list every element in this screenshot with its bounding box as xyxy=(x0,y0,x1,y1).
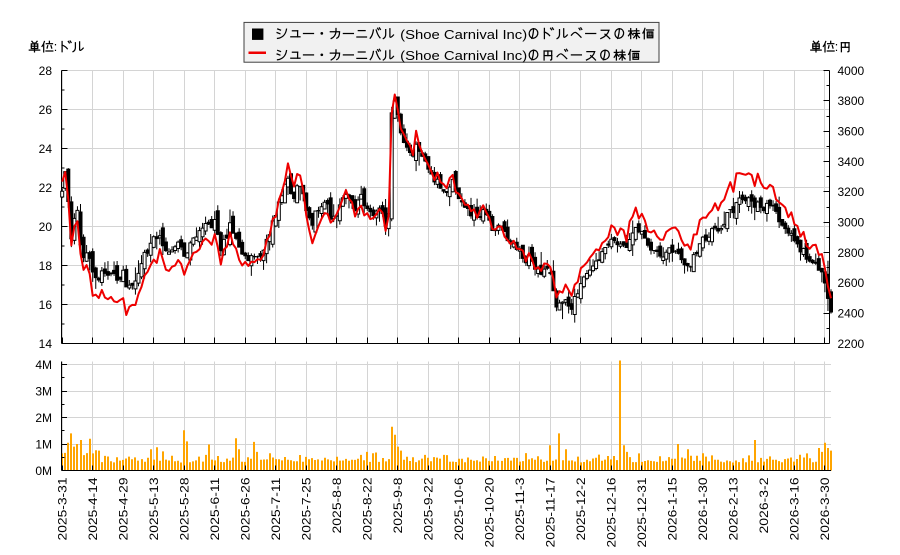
svg-text:2025-4-29: 2025-4-29 xyxy=(117,477,131,540)
svg-text:2200: 2200 xyxy=(838,337,865,351)
svg-text:3600: 3600 xyxy=(838,124,865,138)
svg-text:2M: 2M xyxy=(35,411,52,425)
svg-text:2025-10-6: 2025-10-6 xyxy=(452,477,466,540)
svg-text:2025-12-2: 2025-12-2 xyxy=(574,477,588,540)
svg-text:2025-8-22: 2025-8-22 xyxy=(361,477,375,540)
svg-text:16: 16 xyxy=(39,298,53,312)
svg-text:4M: 4M xyxy=(35,358,52,372)
svg-text:4000: 4000 xyxy=(838,64,865,78)
svg-text:24: 24 xyxy=(39,142,53,156)
svg-text:2025-12-31: 2025-12-31 xyxy=(635,477,649,547)
svg-text:2025-6-26: 2025-6-26 xyxy=(239,477,253,540)
svg-text:2025-7-11: 2025-7-11 xyxy=(269,477,283,540)
svg-text:3800: 3800 xyxy=(838,94,865,108)
svg-text:2800: 2800 xyxy=(838,246,865,260)
svg-text:2025-12-16: 2025-12-16 xyxy=(605,477,619,547)
svg-text:2026-3-16: 2026-3-16 xyxy=(788,477,802,540)
svg-text:2025-10-20: 2025-10-20 xyxy=(483,477,497,547)
svg-text:2026-3-2: 2026-3-2 xyxy=(757,477,771,533)
svg-text:(Shoe Carnival Inc): (Shoe Carnival Inc) xyxy=(400,48,527,63)
svg-text::: : xyxy=(54,40,57,54)
svg-text:3400: 3400 xyxy=(838,155,865,169)
svg-text:2025-7-25: 2025-7-25 xyxy=(300,477,314,540)
svg-text:28: 28 xyxy=(39,64,53,78)
svg-text:22: 22 xyxy=(39,181,53,195)
svg-text:2026-2-13: 2026-2-13 xyxy=(727,477,741,540)
svg-text:2025-11-3: 2025-11-3 xyxy=(513,477,527,540)
svg-text:2025-9-8: 2025-9-8 xyxy=(391,477,405,533)
svg-text:3200: 3200 xyxy=(838,185,865,199)
svg-text:2600: 2600 xyxy=(838,276,865,290)
svg-text::: : xyxy=(835,40,838,54)
svg-text:2025-4-14: 2025-4-14 xyxy=(86,477,100,540)
svg-text:18: 18 xyxy=(39,259,53,273)
svg-text:2026-1-15: 2026-1-15 xyxy=(666,477,680,540)
svg-text:26: 26 xyxy=(39,103,53,117)
svg-text:2400: 2400 xyxy=(838,306,865,320)
svg-text:3M: 3M xyxy=(35,384,52,398)
svg-text:2025-8-8: 2025-8-8 xyxy=(330,477,344,533)
svg-text:2025-5-28: 2025-5-28 xyxy=(178,477,192,540)
svg-text:3000: 3000 xyxy=(838,215,865,229)
svg-text:0M: 0M xyxy=(35,464,52,478)
svg-text:1M: 1M xyxy=(35,437,52,451)
svg-text:2025-9-22: 2025-9-22 xyxy=(422,477,436,540)
svg-text:2025-11-17: 2025-11-17 xyxy=(544,477,558,547)
svg-text:20: 20 xyxy=(39,220,53,234)
svg-text:2025-5-13: 2025-5-13 xyxy=(147,477,161,540)
svg-text:(Shoe Carnival Inc): (Shoe Carnival Inc) xyxy=(400,27,527,42)
svg-text:2026-3-30: 2026-3-30 xyxy=(818,477,832,540)
svg-text:2025-6-11: 2025-6-11 xyxy=(208,477,222,540)
svg-text:2026-1-30: 2026-1-30 xyxy=(696,477,710,540)
svg-text:14: 14 xyxy=(39,337,53,351)
svg-text:2025-3-31: 2025-3-31 xyxy=(56,477,70,540)
